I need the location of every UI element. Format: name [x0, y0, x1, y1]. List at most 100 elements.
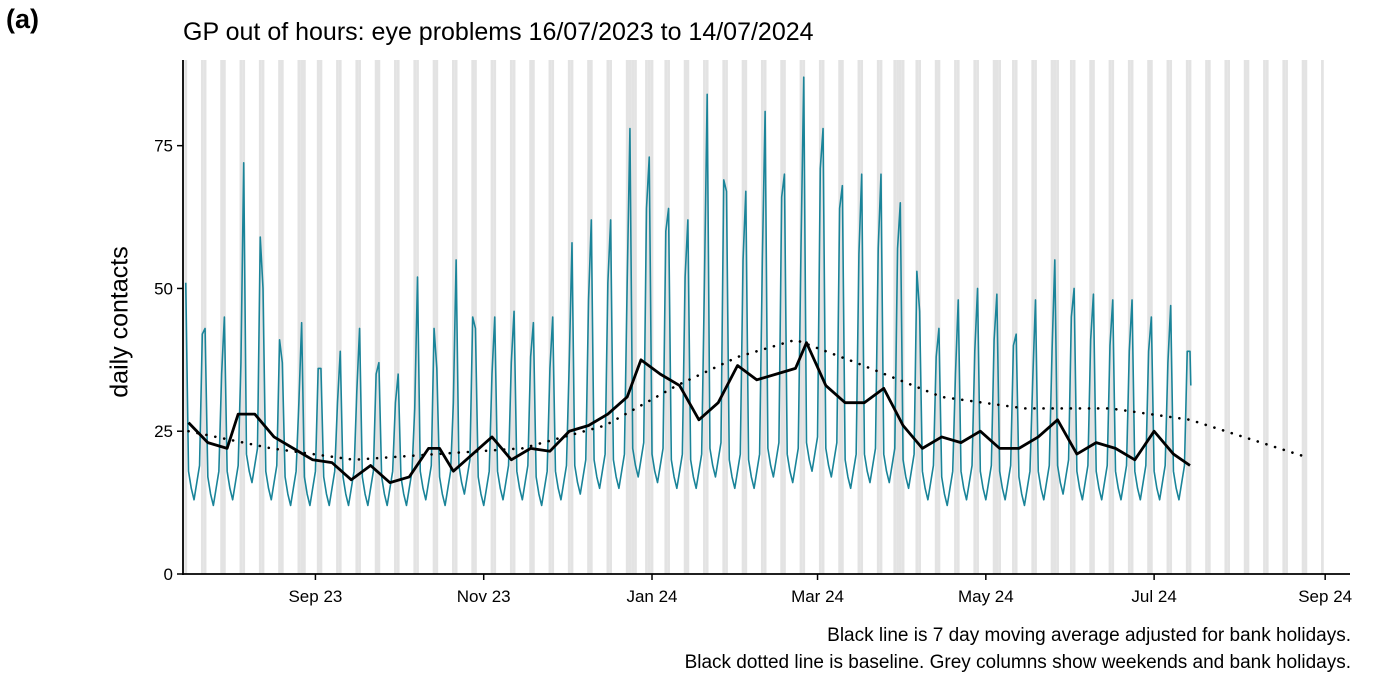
caption-moving-average: Black line is 7 day moving average adjus…: [827, 625, 1351, 646]
weekend-column: [760, 60, 764, 574]
weekend-column: [667, 60, 670, 574]
weekend-column: [358, 60, 361, 574]
weekend-column: [1265, 60, 1269, 574]
weekend-column: [722, 60, 726, 574]
weekend-column: [1014, 60, 1018, 574]
weekend-column: [1301, 60, 1305, 574]
weekend-column: [631, 60, 635, 574]
weekend-column: [474, 60, 477, 574]
weekend-column: [1207, 60, 1211, 574]
weekend-column: [1089, 60, 1093, 574]
weekend-column: [1224, 60, 1228, 574]
weekend-column: [413, 60, 417, 574]
weekend-column: [1263, 60, 1266, 574]
y-tick-label: 0: [164, 565, 173, 584]
weekend-column: [901, 60, 905, 574]
weekend-column: [548, 60, 552, 574]
weekend-column: [394, 60, 397, 574]
weekend-column: [1185, 60, 1189, 574]
weekend-column: [297, 60, 301, 574]
weekend-column: [725, 60, 728, 574]
weekend-column: [896, 60, 899, 574]
weekend-column: [316, 60, 320, 574]
weekend-column: [744, 60, 748, 574]
weekend-column: [937, 60, 941, 574]
weekend-column: [898, 60, 902, 574]
weekend-column: [280, 60, 284, 574]
weekend-column: [783, 60, 786, 574]
weekend-column: [355, 60, 359, 574]
weekend-column: [258, 60, 262, 574]
weekend-column: [242, 60, 246, 574]
weekend-column: [780, 60, 784, 574]
weekend-column: [1127, 60, 1131, 574]
x-tick-label: Mar 24: [791, 587, 844, 606]
weekend-column: [1227, 60, 1230, 574]
weekend-column: [838, 60, 841, 574]
weekend-column: [628, 60, 632, 574]
weekend-column: [634, 60, 637, 574]
weekend-column: [645, 60, 648, 574]
weekend-column: [509, 60, 513, 574]
weekend-column: [377, 60, 381, 574]
weekend-column: [529, 60, 532, 574]
daily-contacts-layer: [184, 76, 1192, 507]
weekend-column: [1147, 60, 1150, 574]
weekend-column: [1285, 60, 1288, 574]
weekend-column: [818, 60, 822, 574]
weekend-column: [609, 60, 613, 574]
weekend-column: [1243, 60, 1247, 574]
y-tick-label: 50: [154, 279, 173, 298]
weekend-column: [303, 60, 306, 574]
weekend-column: [650, 60, 654, 574]
weekend-column: [374, 60, 378, 574]
weekend-column: [1321, 60, 1324, 574]
weekend-column: [992, 60, 996, 574]
caption-baseline: Black dotted line is baseline. Grey colu…: [684, 652, 1351, 673]
x-tick-label: Jan 24: [626, 587, 677, 606]
x-tick-label: Nov 23: [457, 587, 511, 606]
x-tick-label: Sep 24: [1298, 587, 1352, 606]
moving-average-layer: [187, 341, 1191, 485]
weekend-column: [336, 60, 339, 574]
weekend-column: [893, 60, 897, 574]
y-tick-label: 25: [154, 422, 173, 441]
daily-contacts-line: [184, 76, 1192, 507]
y-tick-label: 75: [154, 137, 173, 156]
weekend-column: [319, 60, 323, 574]
weekend-column: [647, 60, 651, 574]
weekend-columns-layer: [184, 60, 1324, 574]
weekend-column: [879, 60, 883, 574]
weekend-column: [1246, 60, 1250, 574]
weekend-column: [860, 60, 864, 574]
weekend-column: [1050, 60, 1054, 574]
weekend-column: [686, 60, 690, 574]
weekend-column: [531, 60, 535, 574]
weekend-column: [300, 60, 304, 574]
weekend-column: [821, 60, 825, 574]
weekend-column: [435, 60, 439, 574]
weekend-column: [799, 60, 803, 574]
weekend-column: [741, 60, 745, 574]
weekend-column: [203, 60, 207, 574]
weekend-column: [934, 60, 938, 574]
x-tick-label: Jul 24: [1131, 587, 1176, 606]
x-tick-label: Sep 23: [288, 587, 342, 606]
weekend-column: [396, 60, 400, 574]
weekend-column: [220, 60, 224, 574]
weekend-column: [763, 60, 767, 574]
weekend-column: [1108, 60, 1112, 574]
weekend-column: [278, 60, 281, 574]
weekend-column: [432, 60, 436, 574]
weekend-column: [705, 60, 709, 574]
weekend-column: [1188, 60, 1192, 574]
weekend-column: [1012, 60, 1015, 574]
weekend-column: [876, 60, 880, 574]
weekend-column: [1282, 60, 1286, 574]
weekend-column: [1031, 60, 1035, 574]
panel-label: (a): [6, 4, 39, 34]
moving-average-line: [187, 341, 1191, 485]
weekend-column: [589, 60, 593, 574]
weekend-column: [998, 60, 1002, 574]
